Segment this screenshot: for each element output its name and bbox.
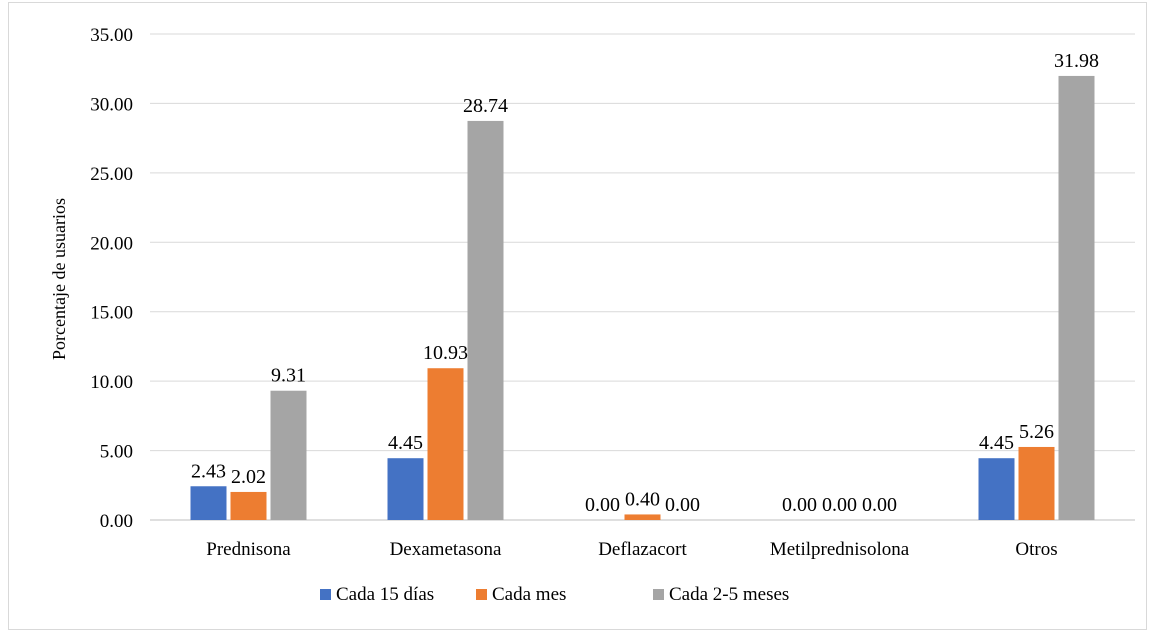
data-label: 0.40: [625, 488, 660, 510]
data-label: 28.74: [463, 95, 508, 117]
bar: [387, 458, 424, 520]
bar: [467, 120, 504, 521]
data-label: 4.45: [979, 432, 1014, 454]
legend-label: Cada 15 días: [336, 584, 434, 605]
data-label: 31.98: [1054, 50, 1099, 72]
chart-frame: [8, 2, 1147, 630]
legend-label: Cada 2-5 meses: [669, 584, 789, 605]
y-tick-label: 15.00: [90, 303, 133, 324]
data-label: 0.00: [862, 494, 897, 516]
legend-label: Cada mes: [492, 584, 566, 605]
legend-swatch: [653, 589, 664, 600]
x-category-label: Metilprednisolona: [770, 539, 910, 560]
y-tick-label: 25.00: [90, 164, 133, 185]
y-tick-label: 20.00: [90, 233, 133, 254]
bars: [190, 75, 1095, 521]
data-label: 9.31: [271, 365, 306, 387]
y-tick-label: 35.00: [90, 25, 133, 46]
data-label: 0.00: [665, 494, 700, 516]
legend-swatch: [320, 589, 331, 600]
bar: [1058, 75, 1095, 520]
data-label: 4.45: [388, 432, 423, 454]
bar: [230, 491, 267, 520]
legend-swatch: [476, 589, 487, 600]
legend: Cada 15 días Cada mes Cada 2-5 meses: [320, 584, 789, 605]
data-label: 2.43: [191, 460, 226, 482]
data-label: 5.26: [1019, 421, 1054, 443]
data-label: 0.00: [585, 494, 620, 516]
x-category-label: Otros: [1015, 539, 1057, 560]
gridlines: [150, 33, 1135, 521]
bar: [978, 458, 1015, 520]
y-tick-label: 30.00: [90, 94, 133, 115]
y-tick-label: 5.00: [100, 442, 133, 463]
y-axis-title: Porcentaje de usuarios: [49, 198, 69, 360]
data-label: 2.02: [231, 466, 266, 488]
data-label: 10.93: [423, 342, 468, 364]
x-category-label: Prednisona: [206, 539, 291, 560]
bar: [624, 514, 661, 520]
y-axis-ticks: 0.00 5.00 10.00 15.00 20.00 25.00 30.00 35.00: [90, 25, 133, 532]
x-category-label: Dexametasona: [390, 539, 502, 560]
y-tick-label: 10.00: [90, 372, 133, 393]
y-tick-label: 0.00: [100, 511, 133, 532]
bar: [1018, 446, 1055, 520]
bar: [270, 390, 307, 520]
x-category-label: Deflazacort: [598, 539, 687, 560]
x-axis-categories: Prednisona Dexametasona Deflazacort Metilpr…: [206, 539, 1057, 560]
data-label: 0.00: [822, 494, 857, 516]
data-label: 0.00: [782, 494, 817, 516]
bar: [190, 486, 227, 520]
bar: [427, 368, 464, 520]
